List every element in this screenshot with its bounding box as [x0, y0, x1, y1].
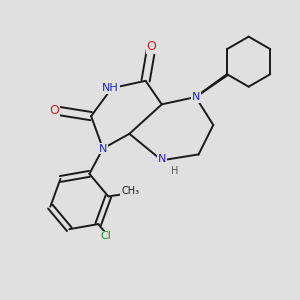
- Text: O: O: [50, 104, 59, 117]
- Text: N: N: [99, 143, 107, 154]
- Text: N: N: [191, 92, 200, 102]
- Text: CH₃: CH₃: [121, 186, 139, 196]
- Text: NH: NH: [102, 83, 119, 93]
- Text: H: H: [171, 166, 179, 176]
- Text: N: N: [158, 154, 166, 164]
- Text: Cl: Cl: [100, 232, 111, 242]
- Text: O: O: [146, 40, 156, 53]
